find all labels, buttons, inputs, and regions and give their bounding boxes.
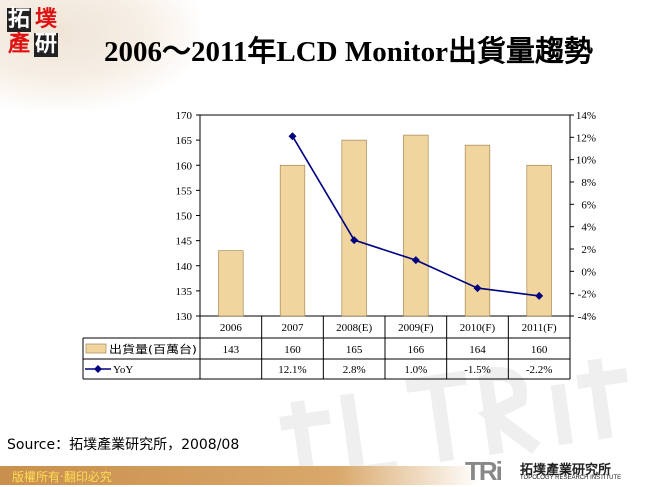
right-tick-label: -2% [578,289,596,301]
left-tick-label: 160 [176,160,193,172]
bar-data-label: 166 [408,344,425,356]
yoy-point [535,291,544,300]
background-map [0,0,200,110]
bar-data-label: 160 [531,344,548,356]
page-title: 2006～2011年LCD Monitor出貨量趨勢 [104,36,593,68]
left-tick-label: 130 [176,311,193,323]
left-tick-label: 135 [176,286,193,298]
legend-bar-swatch [85,343,107,354]
bar-data-label: 165 [346,344,363,356]
bar [341,139,367,317]
right-tick-label: 4% [581,222,596,234]
bar-data-label: 143 [223,344,240,356]
right-tick-label: -4% [578,311,596,323]
category-label: 2007 [282,322,305,334]
bar [464,144,491,317]
left-tick-label: 150 [176,211,193,223]
bar-data-label: 164 [469,344,486,356]
legend-line-marker [94,365,102,373]
bar-data-label: 160 [284,344,301,356]
left-tick-label: 145 [176,236,193,248]
right-tick-label: 14% [576,110,596,122]
footer-bar: 版權所有‧翻印必究 [0,466,480,485]
yoy-point [411,256,420,265]
legend-line-label: YoY [113,364,133,376]
yoy-point [288,132,297,141]
left-tick-label: 140 [176,261,193,273]
bar [279,164,306,317]
category-label: 2010(F) [460,322,496,334]
left-tick-label: 165 [176,135,193,147]
yoy-data-label: -2.2% [526,364,553,376]
left-tick-label: 170 [176,110,193,122]
source-note: Source：拓墣產業研究所，2008/08 [7,437,240,453]
yoy-data-label: 12.1% [278,364,306,376]
right-tick-label: 12% [576,132,596,144]
yoy-point [350,236,359,245]
bar [218,250,244,317]
category-label: 2011(F) [522,322,557,334]
legend-bar-label: 出貨量(百萬台) [109,342,197,356]
right-tick-label: 6% [581,199,596,211]
right-tick-label: 8% [581,177,596,189]
right-tick-label: 10% [576,155,596,167]
plot-area [199,114,571,317]
logo: 拓 墣 產 研 [7,7,58,57]
left-tick-label: 155 [176,185,193,197]
yoy-point [473,284,482,293]
yoy-data-label: -1.5% [464,364,491,376]
bar [403,134,429,317]
category-label: 2009(F) [398,322,434,334]
category-label: 2006 [220,322,243,334]
yoy-data-label: 1.0% [404,364,427,376]
right-tick-label: 2% [581,244,596,256]
bar [526,164,552,317]
yoy-data-label: 2.8% [343,364,366,376]
category-label: 2008(E) [336,322,372,334]
copyright: 版權所有‧翻印必究 [12,470,112,484]
right-tick-label: 0% [581,266,596,278]
